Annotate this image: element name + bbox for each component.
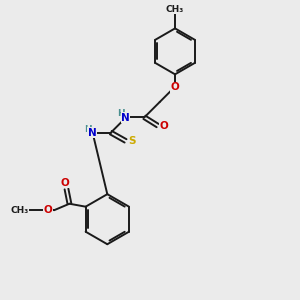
Text: N: N — [88, 128, 96, 138]
Text: S: S — [128, 136, 136, 146]
Text: N: N — [121, 112, 130, 123]
Text: O: O — [43, 205, 52, 215]
Text: CH₃: CH₃ — [11, 206, 29, 215]
Text: CH₃: CH₃ — [166, 5, 184, 14]
Text: O: O — [160, 121, 169, 130]
Text: O: O — [60, 178, 69, 188]
Text: H: H — [117, 109, 125, 118]
Text: H: H — [84, 124, 92, 134]
Text: O: O — [171, 82, 179, 92]
